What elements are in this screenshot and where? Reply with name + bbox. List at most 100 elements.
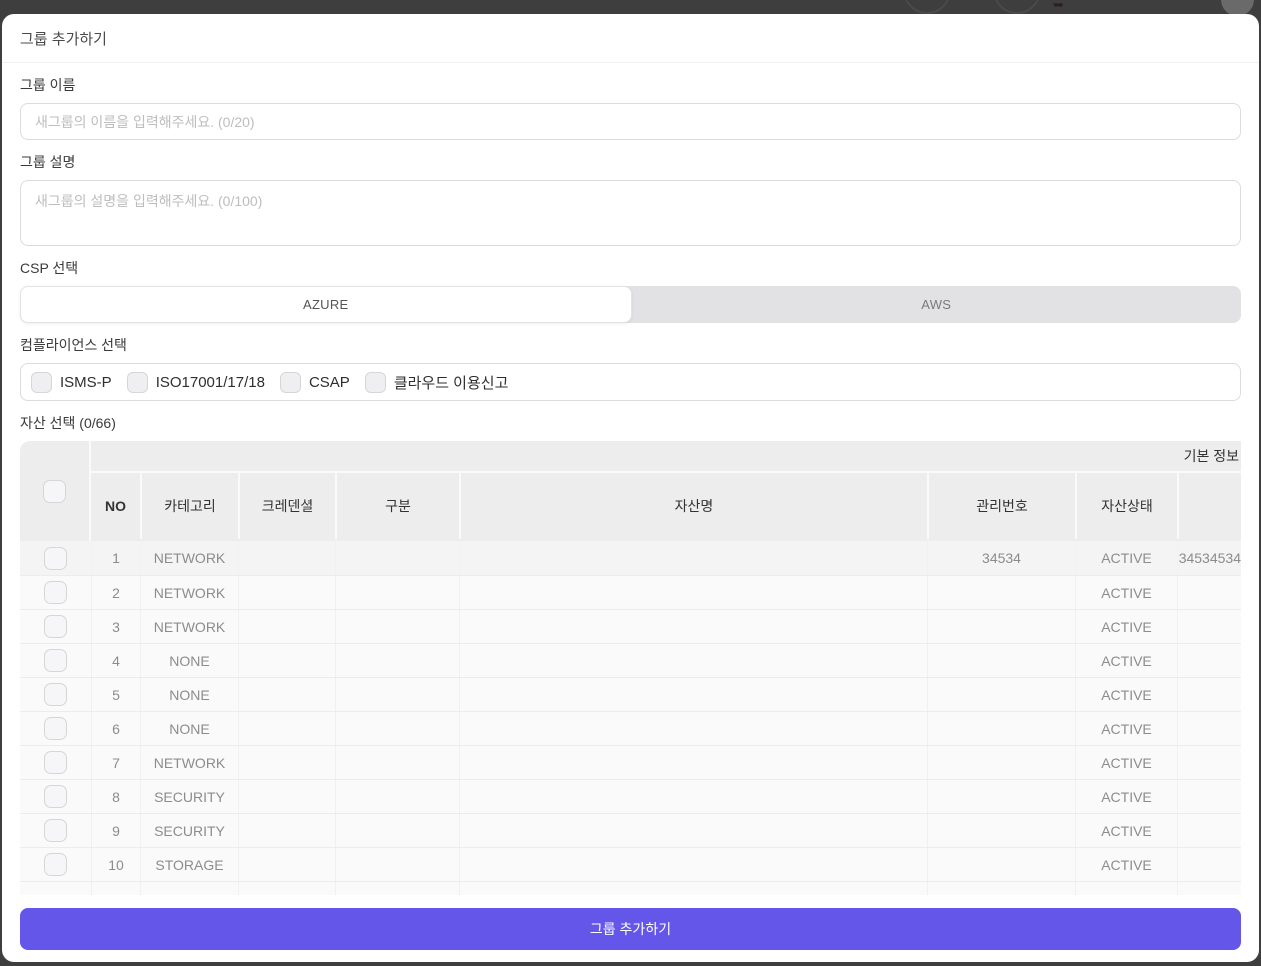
cell-status: ACTIVE xyxy=(1075,780,1177,813)
group-name-input[interactable] xyxy=(20,103,1241,140)
cell-asset_name xyxy=(459,576,927,609)
row-checkbox-cell xyxy=(20,746,91,779)
compliance-option-1[interactable]: ISO17001/17/18 xyxy=(126,371,265,393)
column-header-status: 자산상태 xyxy=(1075,473,1177,539)
cell-credential xyxy=(238,541,335,575)
column-header-mgmt_no: 관리번호 xyxy=(927,473,1075,539)
row-checkbox[interactable] xyxy=(44,819,67,842)
compliance-box: ISMS-P ISO17001/17/18 CSAP 클라우드 이용신고 xyxy=(20,363,1241,401)
cell-asset_name xyxy=(459,882,927,895)
cell-category: NONE xyxy=(140,678,238,711)
cell-mgmt_no xyxy=(927,848,1075,881)
row-checkbox-cell xyxy=(20,882,91,895)
cell-extra xyxy=(1177,712,1241,745)
compliance-select-label: 컴플라이언스 선택 xyxy=(20,337,127,353)
table-row: 4 NONE ACTIVE xyxy=(20,643,1241,677)
row-checkbox-cell xyxy=(20,644,91,677)
cell-division xyxy=(335,610,459,643)
cell-credential xyxy=(238,848,335,881)
cell-division xyxy=(335,576,459,609)
column-header-no: NO xyxy=(105,498,126,514)
cell-extra xyxy=(1177,576,1241,609)
cell-category: NETWORK xyxy=(140,576,238,609)
checkbox-icon[interactable] xyxy=(279,371,301,393)
cell-mgmt_no xyxy=(927,712,1075,745)
cell-mgmt_no xyxy=(927,814,1075,847)
select-all-checkbox[interactable] xyxy=(43,479,66,503)
cell-no: 4 xyxy=(91,644,140,677)
row-checkbox[interactable] xyxy=(44,717,67,740)
cell-extra xyxy=(1177,814,1241,847)
cell-status: ACTIVE xyxy=(1075,712,1177,745)
cell-asset_name xyxy=(459,678,927,711)
add-group-submit-button[interactable]: 그룹 추가하기 xyxy=(20,908,1241,950)
row-checkbox-cell xyxy=(20,780,91,813)
cell-extra xyxy=(1177,882,1241,895)
compliance-option-label: ISMS-P xyxy=(60,373,112,391)
cell-division xyxy=(335,541,459,575)
compliance-option-label: CSAP xyxy=(308,373,350,391)
cell-status: ACTIVE xyxy=(1075,814,1177,847)
cell-division xyxy=(335,644,459,677)
cell-division xyxy=(335,882,459,895)
column-header-asset_name: 자산명 xyxy=(459,473,927,539)
table-row: 7 NETWORK ACTIVE xyxy=(20,745,1241,779)
checkbox-icon[interactable] xyxy=(364,371,386,393)
cell-mgmt_no: 34534 xyxy=(927,541,1075,575)
table-row: 2 NETWORK ACTIVE xyxy=(20,575,1241,609)
group-desc-textarea[interactable] xyxy=(20,180,1241,246)
row-checkbox[interactable] xyxy=(44,649,67,672)
table-row: 8 SECURITY ACTIVE xyxy=(20,779,1241,813)
cell-no: 7 xyxy=(91,746,140,779)
table-row: 10 STORAGE ACTIVE xyxy=(20,847,1241,881)
compliance-option-label: ISO17001/17/18 xyxy=(155,373,265,391)
cell-category: SECURITY xyxy=(140,814,238,847)
row-checkbox-cell xyxy=(20,541,91,575)
group-header-basic-info: 기본 정보 xyxy=(91,441,1241,473)
row-checkbox[interactable] xyxy=(44,546,67,570)
row-checkbox-cell xyxy=(20,610,91,643)
row-checkbox[interactable] xyxy=(44,751,67,774)
avatar xyxy=(1221,0,1254,16)
asset-table: 기본 정보 NO 카테고리 크레덴셜 구분 자산명 관리번호 자산상태 1 NETWORK 34… xyxy=(20,441,1241,895)
cell-division xyxy=(335,678,459,711)
row-checkbox[interactable] xyxy=(44,785,67,808)
cell-asset_name xyxy=(459,644,927,677)
compliance-option-3[interactable]: 클라우드 이용신고 xyxy=(364,371,509,393)
cell-category: SECURITY xyxy=(140,780,238,813)
cell-asset_name xyxy=(459,848,927,881)
checkbox-icon[interactable] xyxy=(126,371,148,393)
row-checkbox-cell xyxy=(20,814,91,847)
cell-extra xyxy=(1177,848,1241,881)
cell-no: 8 xyxy=(91,780,140,813)
cell-no: 9 xyxy=(91,814,140,847)
checkbox-icon[interactable] xyxy=(31,371,52,393)
asset-select-label: 자산 선택 (0/66) xyxy=(20,415,116,431)
csp-option-aws[interactable]: AWS xyxy=(921,297,952,312)
row-checkbox[interactable] xyxy=(44,853,67,876)
row-checkbox[interactable] xyxy=(44,683,67,706)
row-checkbox[interactable] xyxy=(44,615,67,638)
cell-extra xyxy=(1177,780,1241,813)
row-checkbox-cell xyxy=(20,576,91,609)
cell-asset_name xyxy=(459,712,927,745)
row-checkbox[interactable] xyxy=(44,581,67,604)
compliance-option-0[interactable]: ISMS-P xyxy=(31,371,112,393)
table-row: 6 NONE ACTIVE xyxy=(20,711,1241,745)
cell-mgmt_no xyxy=(927,610,1075,643)
cell-credential xyxy=(238,644,335,677)
cell-mgmt_no xyxy=(927,644,1075,677)
cell-division xyxy=(335,848,459,881)
cell-category xyxy=(140,882,238,895)
cell-mgmt_no xyxy=(927,882,1075,895)
add-group-modal: 그룹 추가하기 그룹 이름 그룹 설명 CSP 선택 AZURE AWS 컴플라… xyxy=(2,14,1259,962)
cell-asset_name xyxy=(459,610,927,643)
cell-mgmt_no xyxy=(927,678,1075,711)
csp-option-azure[interactable]: AZURE xyxy=(20,286,632,323)
cell-mgmt_no xyxy=(927,576,1075,609)
compliance-option-2[interactable]: CSAP xyxy=(279,371,350,393)
cell-mgmt_no xyxy=(927,780,1075,813)
group-desc-label: 그룹 설명 xyxy=(20,154,76,170)
compliance-option-label: 클라우드 이용신고 xyxy=(393,374,509,392)
cell-no: 5 xyxy=(91,678,140,711)
